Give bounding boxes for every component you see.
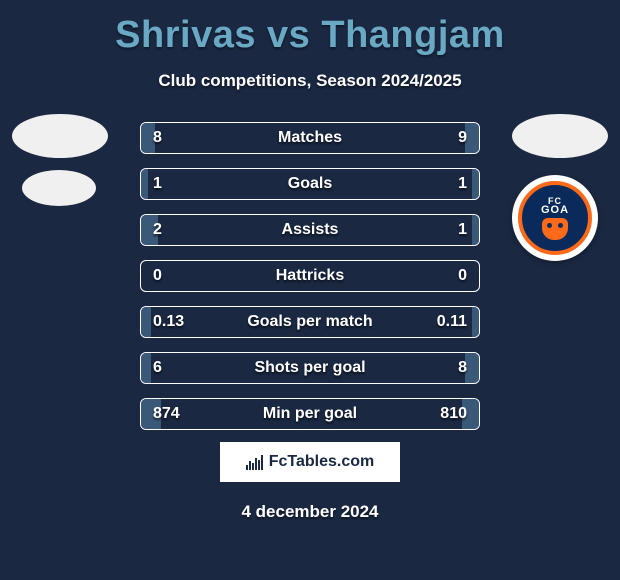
team-left-badge-2 xyxy=(22,170,96,206)
stats-table: 8Matches91Goals12Assists10Hattricks00.13… xyxy=(140,122,480,444)
stat-label: Matches xyxy=(141,129,479,147)
stat-row: 874Min per goal810 xyxy=(140,398,480,430)
stat-label: Min per goal xyxy=(141,405,479,423)
stat-right-value: 9 xyxy=(458,129,467,147)
stat-label: Shots per goal xyxy=(141,359,479,377)
stat-row: 0Hattricks0 xyxy=(140,260,480,292)
team-left-badge-1 xyxy=(12,114,108,158)
stat-label: Goals xyxy=(141,175,479,193)
brand-logo[interactable]: FcTables.com xyxy=(220,442,400,482)
stat-row: 8Matches9 xyxy=(140,122,480,154)
stat-label: Assists xyxy=(141,221,479,239)
chart-icon xyxy=(246,454,263,470)
stat-right-value: 0.11 xyxy=(437,313,467,331)
team-right-badge-goa: FC GOA xyxy=(512,175,598,261)
date-text: 4 december 2024 xyxy=(0,502,620,522)
goa-badge-line2: GOA xyxy=(541,204,569,216)
stat-right-value: 1 xyxy=(458,221,467,239)
stat-row: 2Assists1 xyxy=(140,214,480,246)
stat-row: 0.13Goals per match0.11 xyxy=(140,306,480,338)
page-title: Shrivas vs Thangjam xyxy=(0,0,620,57)
stat-right-value: 1 xyxy=(458,175,467,193)
team-right-badge-1 xyxy=(512,114,608,158)
stat-row: 6Shots per goal8 xyxy=(140,352,480,384)
brand-text: FcTables.com xyxy=(269,453,375,471)
subtitle: Club competitions, Season 2024/2025 xyxy=(0,71,620,91)
goa-mask-icon xyxy=(542,218,568,240)
stat-label: Hattricks xyxy=(141,267,479,285)
goa-badge-inner: FC GOA xyxy=(518,181,592,255)
stat-label: Goals per match xyxy=(141,313,479,331)
stat-right-value: 810 xyxy=(440,405,467,423)
stat-right-value: 0 xyxy=(458,267,467,285)
stat-row: 1Goals1 xyxy=(140,168,480,200)
stat-right-value: 8 xyxy=(458,359,467,377)
